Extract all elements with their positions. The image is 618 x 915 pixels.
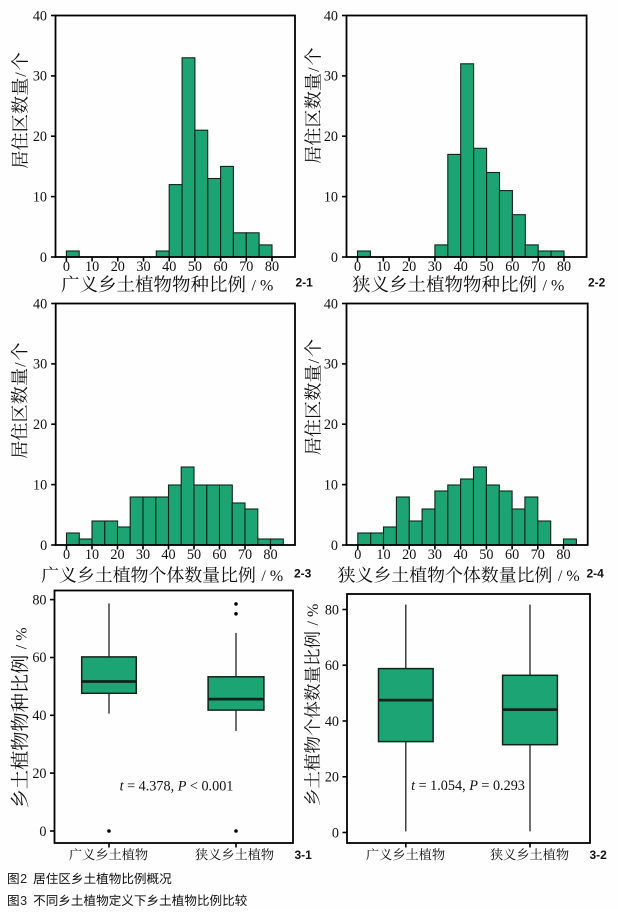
- svg-text:/ %: / %: [543, 277, 565, 294]
- svg-text:2: 2: [20, 872, 27, 886]
- svg-text:10: 10: [33, 477, 47, 493]
- svg-text:0: 0: [354, 259, 361, 275]
- svg-text:0: 0: [332, 825, 339, 841]
- svg-text:10: 10: [33, 189, 47, 205]
- svg-text:30: 30: [33, 357, 47, 373]
- svg-text:20: 20: [324, 129, 338, 145]
- svg-text:0: 0: [63, 259, 70, 275]
- svg-text:30: 30: [428, 259, 442, 275]
- svg-text:/: /: [306, 358, 323, 363]
- svg-text:80: 80: [557, 259, 571, 275]
- svg-text:3-2: 3-2: [590, 848, 608, 862]
- svg-text:40: 40: [324, 296, 338, 312]
- svg-text:70: 70: [239, 259, 253, 275]
- svg-text:0: 0: [354, 547, 361, 563]
- svg-text:20: 20: [111, 259, 125, 275]
- svg-text:80: 80: [32, 592, 46, 608]
- svg-text:10: 10: [376, 259, 390, 275]
- svg-text:/: /: [306, 67, 323, 72]
- svg-text:60: 60: [505, 547, 519, 563]
- svg-text:20: 20: [325, 770, 339, 786]
- svg-text:/ %: / %: [13, 627, 30, 649]
- svg-text:40: 40: [325, 714, 339, 730]
- svg-text:20: 20: [324, 417, 338, 433]
- svg-text:20: 20: [402, 259, 416, 275]
- svg-text:80: 80: [556, 547, 570, 563]
- svg-text:30: 30: [324, 357, 338, 373]
- svg-text:50: 50: [188, 259, 202, 275]
- svg-text:80: 80: [263, 547, 277, 563]
- svg-text:10: 10: [324, 477, 338, 493]
- svg-text:2-2: 2-2: [588, 276, 606, 290]
- svg-text:40: 40: [324, 8, 338, 24]
- svg-text:3-1: 3-1: [295, 848, 313, 862]
- svg-text:30: 30: [136, 547, 150, 563]
- svg-text:60: 60: [325, 658, 339, 674]
- svg-text:0: 0: [39, 824, 46, 840]
- svg-text:10: 10: [376, 547, 390, 563]
- svg-text:80: 80: [265, 259, 279, 275]
- svg-text:60: 60: [212, 547, 226, 563]
- svg-text:0: 0: [40, 250, 47, 266]
- svg-text:20: 20: [110, 547, 124, 563]
- svg-text:50: 50: [187, 547, 201, 563]
- svg-text:10: 10: [85, 259, 99, 275]
- svg-text:30: 30: [428, 547, 442, 563]
- svg-text:10: 10: [324, 189, 338, 205]
- svg-text:50: 50: [480, 259, 494, 275]
- svg-text:70: 70: [531, 547, 545, 563]
- svg-text:t = 1.054, P = 0.293: t = 1.054, P = 0.293: [411, 778, 525, 794]
- svg-text:/ %: / %: [261, 568, 283, 585]
- svg-text:/ %: / %: [252, 277, 274, 294]
- svg-text:40: 40: [454, 547, 468, 563]
- svg-text:2-3: 2-3: [294, 567, 312, 581]
- svg-text:/ %: / %: [305, 604, 322, 626]
- svg-text:30: 30: [324, 69, 338, 85]
- svg-text:2-1: 2-1: [296, 276, 314, 290]
- svg-text:30: 30: [136, 259, 150, 275]
- svg-text:/: /: [13, 72, 30, 77]
- svg-text:40: 40: [32, 708, 46, 724]
- svg-text:60: 60: [32, 650, 46, 666]
- svg-text:t = 4.378, P < 0.001: t = 4.378, P < 0.001: [120, 779, 234, 795]
- svg-text:20: 20: [402, 547, 416, 563]
- svg-text:/ %: / %: [558, 568, 580, 585]
- svg-text:60: 60: [505, 259, 519, 275]
- svg-text:0: 0: [63, 547, 70, 563]
- svg-text:0: 0: [331, 250, 338, 266]
- svg-text:40: 40: [161, 547, 175, 563]
- svg-text:70: 70: [238, 547, 252, 563]
- svg-text:40: 40: [33, 296, 47, 312]
- svg-text:20: 20: [33, 129, 47, 145]
- svg-text:20: 20: [32, 766, 46, 782]
- svg-text:30: 30: [33, 69, 47, 85]
- svg-text:50: 50: [479, 547, 493, 563]
- svg-text:40: 40: [33, 8, 47, 24]
- svg-text:10: 10: [85, 547, 99, 563]
- svg-text:0: 0: [40, 538, 47, 554]
- svg-text:20: 20: [33, 417, 47, 433]
- svg-text:40: 40: [454, 259, 468, 275]
- svg-text:/: /: [13, 362, 30, 367]
- svg-text:3: 3: [20, 894, 27, 908]
- svg-text:80: 80: [325, 602, 339, 618]
- svg-text:2-4: 2-4: [587, 567, 605, 581]
- svg-text:70: 70: [531, 259, 545, 275]
- svg-text:0: 0: [331, 538, 338, 554]
- svg-text:60: 60: [214, 259, 228, 275]
- svg-text:40: 40: [162, 259, 176, 275]
